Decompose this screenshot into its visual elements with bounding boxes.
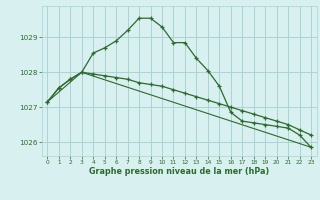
X-axis label: Graphe pression niveau de la mer (hPa): Graphe pression niveau de la mer (hPa) (89, 167, 269, 176)
